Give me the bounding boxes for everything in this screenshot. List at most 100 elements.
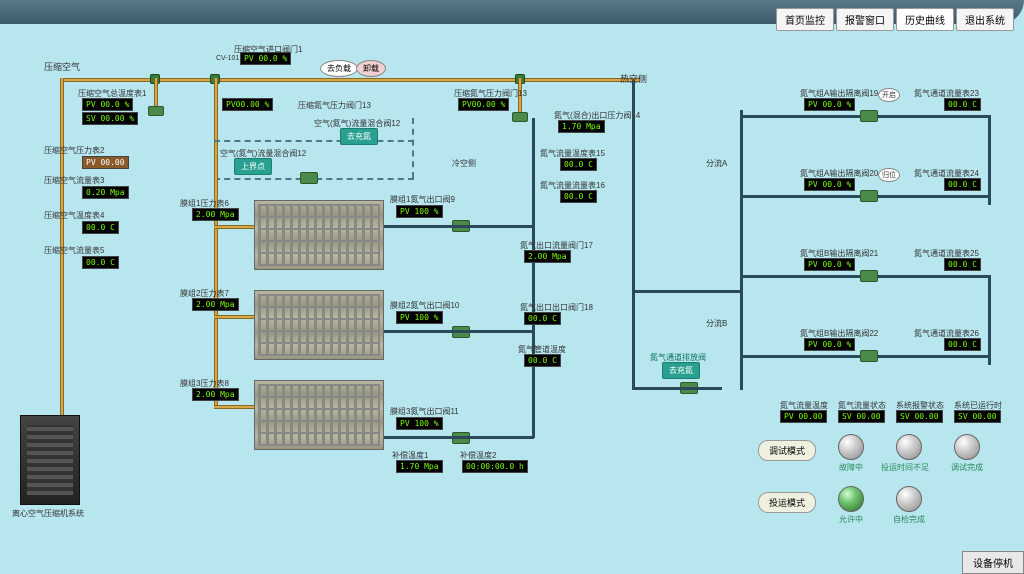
l-branch-b: 分流B: [706, 318, 727, 329]
tab-history[interactable]: 历史曲线: [896, 8, 954, 31]
pipe-m2: [214, 315, 254, 319]
label-main-air: 压缩空气: [44, 60, 80, 73]
tab-alarm[interactable]: 报警窗口: [836, 8, 894, 31]
d-rr1: 00.0 C: [944, 98, 981, 111]
compressor-unit: [20, 415, 80, 505]
d-rv4: PV 00.0 %: [804, 338, 855, 351]
bl-2: 投运时间不足: [880, 462, 930, 473]
dp-mo3: [384, 436, 534, 439]
l-branch-a: 分流A: [706, 158, 727, 169]
pipe-v-2: [154, 78, 158, 108]
btn-mode1[interactable]: 调试模式: [758, 440, 816, 461]
d-st1: PV 00.00: [780, 410, 827, 423]
dp-n2-v: [632, 80, 635, 390]
d-m3: 2.00 Mpa: [192, 388, 239, 401]
d-o1: PV 100 %: [396, 205, 443, 218]
l-dist3: 压缩空气流量表3: [44, 175, 104, 186]
valve-r3[interactable]: [860, 270, 878, 282]
d-np2: 00.0 C: [560, 190, 597, 203]
membrane-1: [254, 200, 384, 270]
d-rr2: 00.0 C: [944, 178, 981, 191]
btn-unload[interactable]: 卸载: [356, 60, 386, 77]
bulb-4: [838, 486, 864, 512]
l-mo3: 膜组3氮气出口阀11: [390, 406, 459, 417]
l-cold: 冷空侧: [452, 158, 476, 169]
d-rv1: PV 00.0 %: [804, 98, 855, 111]
l-close1: 归位: [882, 170, 896, 180]
bulb-1: [838, 434, 864, 460]
dpr-4v: [988, 335, 991, 365]
btn-transit[interactable]: 去充氮: [662, 362, 700, 379]
bulb-2: [896, 434, 922, 460]
valve-left1[interactable]: [148, 106, 164, 116]
pipe-m1: [214, 225, 254, 229]
d-v7: 00.0 C: [82, 256, 119, 269]
valve-r1[interactable]: [860, 110, 878, 122]
d-rv2: PV 00.0 %: [804, 178, 855, 191]
dp-collect: [532, 118, 535, 438]
d-nto2: 00.0 C: [524, 312, 561, 325]
dpr-3v: [988, 275, 991, 335]
bl-3: 调试完成: [942, 462, 992, 473]
pipe-v-3: [214, 78, 218, 178]
dash-1: [214, 140, 414, 142]
bulb-3: [954, 434, 980, 460]
dp-transit: [632, 387, 722, 390]
dp-right-v: [740, 110, 743, 390]
tab-home[interactable]: 首页监控: [776, 8, 834, 31]
label-inlet-id: CV-101: [216, 55, 239, 62]
dash-2: [412, 118, 414, 178]
btn-mode2[interactable]: 投运模式: [758, 492, 816, 513]
d-rr3: 00.0 C: [944, 258, 981, 271]
l-mo1: 膜组1氮气出口阀9: [390, 194, 455, 205]
dpr-2v: [988, 175, 991, 205]
bl-1: 故障中: [826, 462, 876, 473]
d-v2: SV 00.00 %: [82, 112, 138, 125]
pipe-main-top: [60, 78, 640, 82]
footer-status[interactable]: 设备停机: [962, 551, 1024, 574]
dp-connect: [632, 290, 742, 293]
d-rv3: PV 00.0 %: [804, 258, 855, 271]
dpr-1v: [988, 115, 991, 175]
d-npipe: 00.0 C: [524, 354, 561, 367]
membrane-3: [254, 380, 384, 450]
l-dist5: 压缩空气流量表5: [44, 245, 104, 256]
d-o2: PV 100 %: [396, 311, 443, 324]
btn-teal-1[interactable]: 去充氮: [340, 128, 378, 145]
d-nto1: 2.00 Mpa: [524, 250, 571, 263]
d-st4: SV 00.00: [954, 410, 1001, 423]
pipe-left-v: [60, 78, 64, 473]
btn-teal-2[interactable]: 上界点: [234, 158, 272, 175]
d-v5: 0.20 Mpa: [82, 186, 129, 199]
btn-load[interactable]: 去负载: [320, 60, 358, 77]
d-rr4: 00.0 C: [944, 338, 981, 351]
valve-r2[interactable]: [860, 190, 878, 202]
d-sup2: 00:00:00.0 h: [462, 460, 528, 473]
bulb-5: [896, 486, 922, 512]
d-st2: SV 00.00: [838, 410, 885, 423]
d-sup1: 1.70 Mpa: [396, 460, 443, 473]
valve-mix[interactable]: [300, 172, 318, 184]
l-mo2: 膜组2氮气出口阀10: [390, 300, 459, 311]
tab-bar: 首页监控 报警窗口 历史曲线 退出系统: [776, 8, 1014, 31]
d-by1: PV00.00 %: [458, 98, 509, 111]
scada-canvas: 压缩空气 热空侧 压缩空气进口阀门1 CV-101 PV 00.0 % 去负载 …: [0, 30, 1024, 574]
l-dist4: 压缩空气温度表4: [44, 210, 104, 221]
disp-inlet: PV 00.0 %: [240, 52, 291, 65]
d-v6: 00.0 C: [82, 221, 119, 234]
d-m2: 2.00 Mpa: [192, 298, 239, 311]
tab-exit[interactable]: 退出系统: [956, 8, 1014, 31]
pipe-m3: [214, 405, 254, 409]
d-v4: PV 00.00: [82, 156, 129, 169]
l-compressor: 离心空气压缩机系统: [12, 508, 84, 519]
l-bypass-top: 压缩氮气压力阀门13: [298, 100, 371, 111]
l-open1: 开启: [882, 90, 896, 100]
dp-mo2: [384, 330, 534, 333]
bl-4: 允许中: [826, 514, 876, 525]
d-v3: PV00.00 %: [222, 98, 273, 111]
d-st3: SV 00.00: [896, 410, 943, 423]
d-m1: 2.00 Mpa: [192, 208, 239, 221]
valve-r4[interactable]: [860, 350, 878, 362]
membrane-2: [254, 290, 384, 360]
valve-bypass[interactable]: [512, 112, 528, 122]
